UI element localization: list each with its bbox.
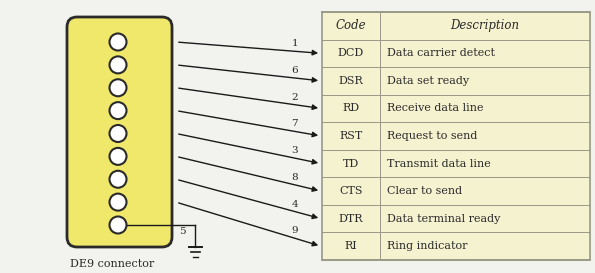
Text: Receive data line: Receive data line	[387, 103, 484, 114]
Text: Data carrier detect: Data carrier detect	[387, 48, 495, 58]
Text: Code: Code	[336, 19, 367, 32]
Text: TD: TD	[343, 159, 359, 168]
Text: RI: RI	[345, 241, 358, 251]
Circle shape	[109, 102, 127, 119]
Text: CTS: CTS	[339, 186, 363, 196]
Circle shape	[109, 216, 127, 233]
Text: DE9 connector: DE9 connector	[70, 259, 154, 269]
Text: DTR: DTR	[339, 214, 364, 224]
FancyBboxPatch shape	[67, 17, 172, 247]
Text: DSR: DSR	[339, 76, 364, 86]
Text: Transmit data line: Transmit data line	[387, 159, 491, 168]
Text: RD: RD	[343, 103, 359, 114]
Text: Data set ready: Data set ready	[387, 76, 469, 86]
Polygon shape	[322, 12, 590, 260]
Circle shape	[109, 125, 127, 142]
Text: 7: 7	[292, 119, 298, 128]
Text: 4: 4	[292, 200, 298, 209]
Text: 5: 5	[179, 227, 186, 236]
Text: 9: 9	[292, 226, 298, 235]
Circle shape	[109, 148, 127, 165]
Circle shape	[109, 194, 127, 211]
Text: 1: 1	[292, 39, 298, 48]
Circle shape	[109, 171, 127, 188]
Text: Clear to send: Clear to send	[387, 186, 462, 196]
Text: 3: 3	[292, 146, 298, 155]
Text: 2: 2	[292, 93, 298, 102]
Text: RST: RST	[339, 131, 362, 141]
Text: Request to send: Request to send	[387, 131, 477, 141]
Text: 8: 8	[292, 173, 298, 182]
Circle shape	[109, 57, 127, 73]
Text: Data terminal ready: Data terminal ready	[387, 214, 500, 224]
Text: Ring indicator: Ring indicator	[387, 241, 468, 251]
Text: 6: 6	[292, 66, 298, 75]
Circle shape	[109, 34, 127, 51]
Text: Description: Description	[450, 19, 519, 32]
Text: DCD: DCD	[338, 48, 364, 58]
Circle shape	[109, 79, 127, 96]
